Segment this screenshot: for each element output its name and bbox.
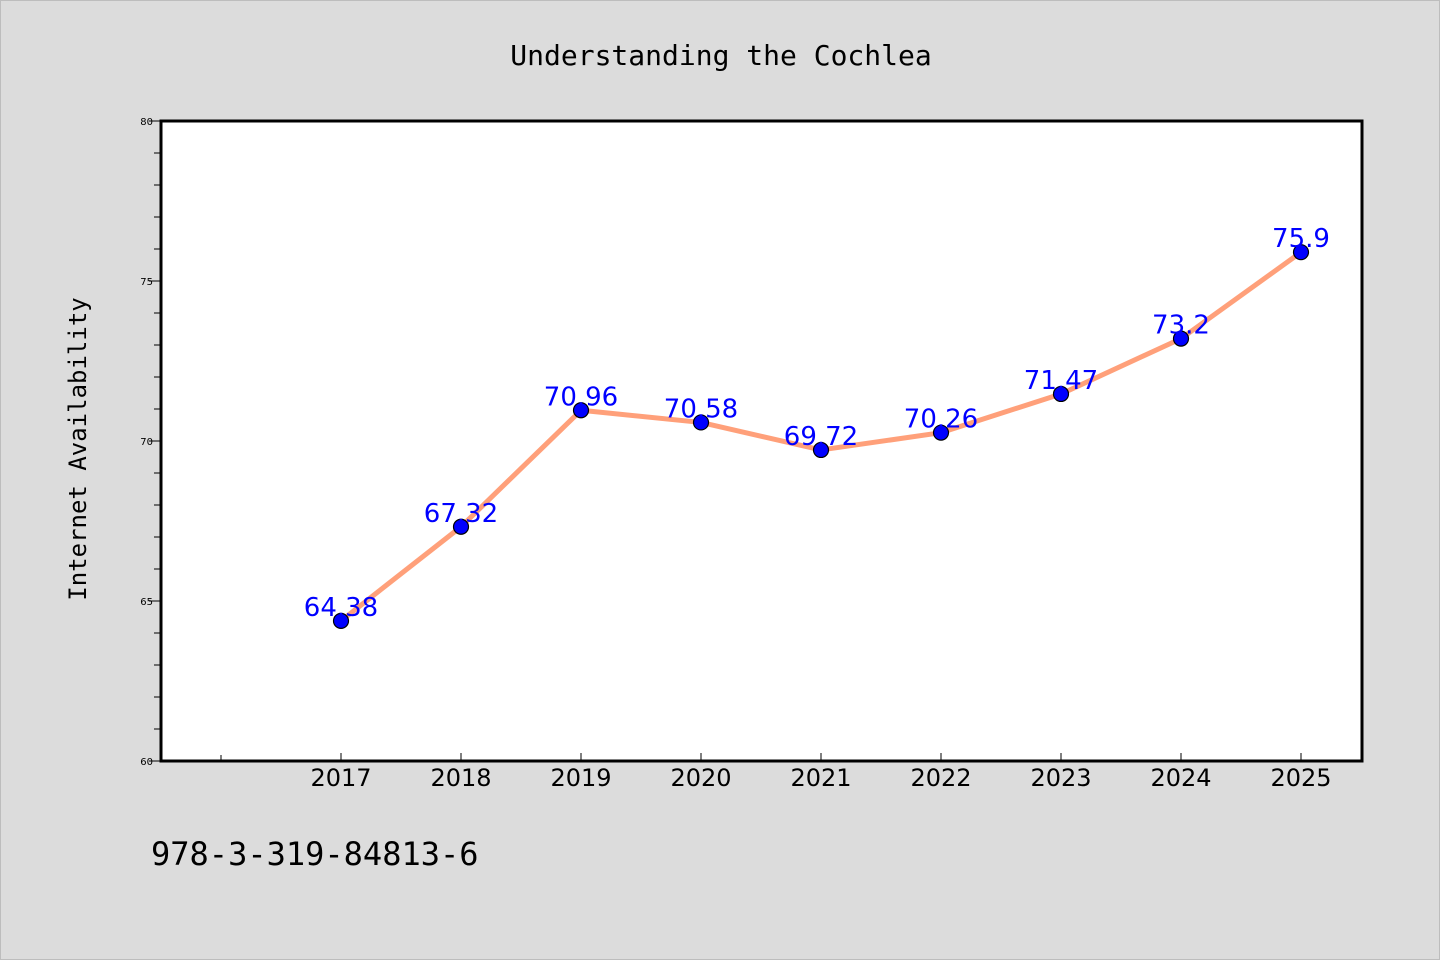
x-tick-label: 2019 [550, 764, 611, 792]
x-tick-label: 2021 [790, 764, 851, 792]
y-tick-labels: 60 65 70 75 80 [140, 117, 153, 768]
chart-title: Understanding the Cochlea [510, 39, 931, 72]
data-point-marker [572, 402, 590, 419]
data-label: 71.47 [1024, 366, 1098, 396]
isbn-footer-text: 978-3-319-84813-6 [151, 835, 479, 873]
y-axis-label: Internet Availability [64, 297, 92, 600]
data-point-marker [932, 424, 950, 441]
x-tick-label: 2020 [670, 764, 731, 792]
data-point-marker [692, 414, 710, 431]
data-label: 73.2 [1152, 311, 1210, 341]
data-point-marker [812, 441, 830, 459]
y-tick-label: 65 [140, 597, 153, 608]
series-markers [332, 244, 1310, 629]
data-point-marker [452, 518, 470, 535]
y-minor-ticks [154, 152, 161, 730]
x-tick-label: 2022 [910, 764, 971, 792]
data-point-marker [332, 612, 350, 629]
plot-area [159, 119, 1364, 763]
y-tick-label: 75 [140, 277, 153, 288]
y-major-ticks [149, 120, 161, 762]
data-label: 70.58 [664, 394, 738, 424]
x-tick-labels: 2017 2018 2019 2020 2021 2022 2023 2024 2025 [310, 764, 1331, 792]
x-tick-label: 2025 [1270, 764, 1331, 792]
x-tick-label: 2023 [1030, 764, 1091, 792]
x-tick-label: 2024 [1150, 764, 1211, 792]
data-label: 70.26 [904, 405, 978, 435]
y-tick-label: 80 [140, 117, 153, 128]
y-tick-label: 70 [140, 437, 153, 448]
x-tick-label: 2018 [430, 764, 491, 792]
data-point-marker [1172, 330, 1190, 347]
data-label: 75.9 [1272, 224, 1330, 254]
data-point-marker [1052, 385, 1070, 403]
x-tick-label: 2017 [310, 764, 371, 792]
y-tick-label: 60 [140, 757, 153, 768]
data-label: 69.72 [784, 422, 858, 452]
data-point-marker [1292, 244, 1310, 261]
data-labels: 64.38 67.32 70.96 70.58 69.72 70.26 71.47 73.2 7… [304, 224, 1330, 623]
x-ticks [220, 753, 1302, 761]
data-label: 70.96 [544, 382, 618, 412]
data-label: 67.32 [424, 499, 498, 529]
data-label: 64.38 [304, 593, 378, 623]
